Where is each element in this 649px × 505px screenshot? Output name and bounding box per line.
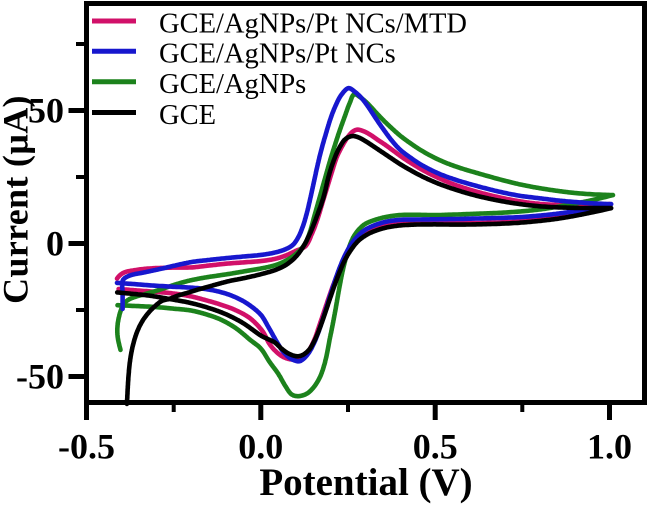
svg-text:0.5: 0.5	[413, 427, 458, 467]
svg-text:GCE/AgNPs/Pt NCs: GCE/AgNPs/Pt NCs	[159, 39, 396, 70]
svg-text:1.0: 1.0	[587, 427, 632, 467]
svg-text:GCE/AgNPs: GCE/AgNPs	[159, 69, 306, 100]
svg-text:-0.5: -0.5	[58, 427, 115, 467]
svg-text:GCE/AgNPs/Pt NCs/MTD: GCE/AgNPs/Pt NCs/MTD	[159, 8, 467, 39]
svg-text:Potential (V): Potential (V)	[259, 461, 472, 504]
svg-text:50: 50	[28, 91, 64, 131]
svg-text:0: 0	[46, 224, 64, 264]
svg-text:0.0: 0.0	[238, 427, 283, 467]
svg-text:Current (µA): Current (µA)	[0, 95, 36, 304]
svg-text:GCE: GCE	[159, 100, 216, 131]
svg-text:-50: -50	[16, 357, 64, 397]
